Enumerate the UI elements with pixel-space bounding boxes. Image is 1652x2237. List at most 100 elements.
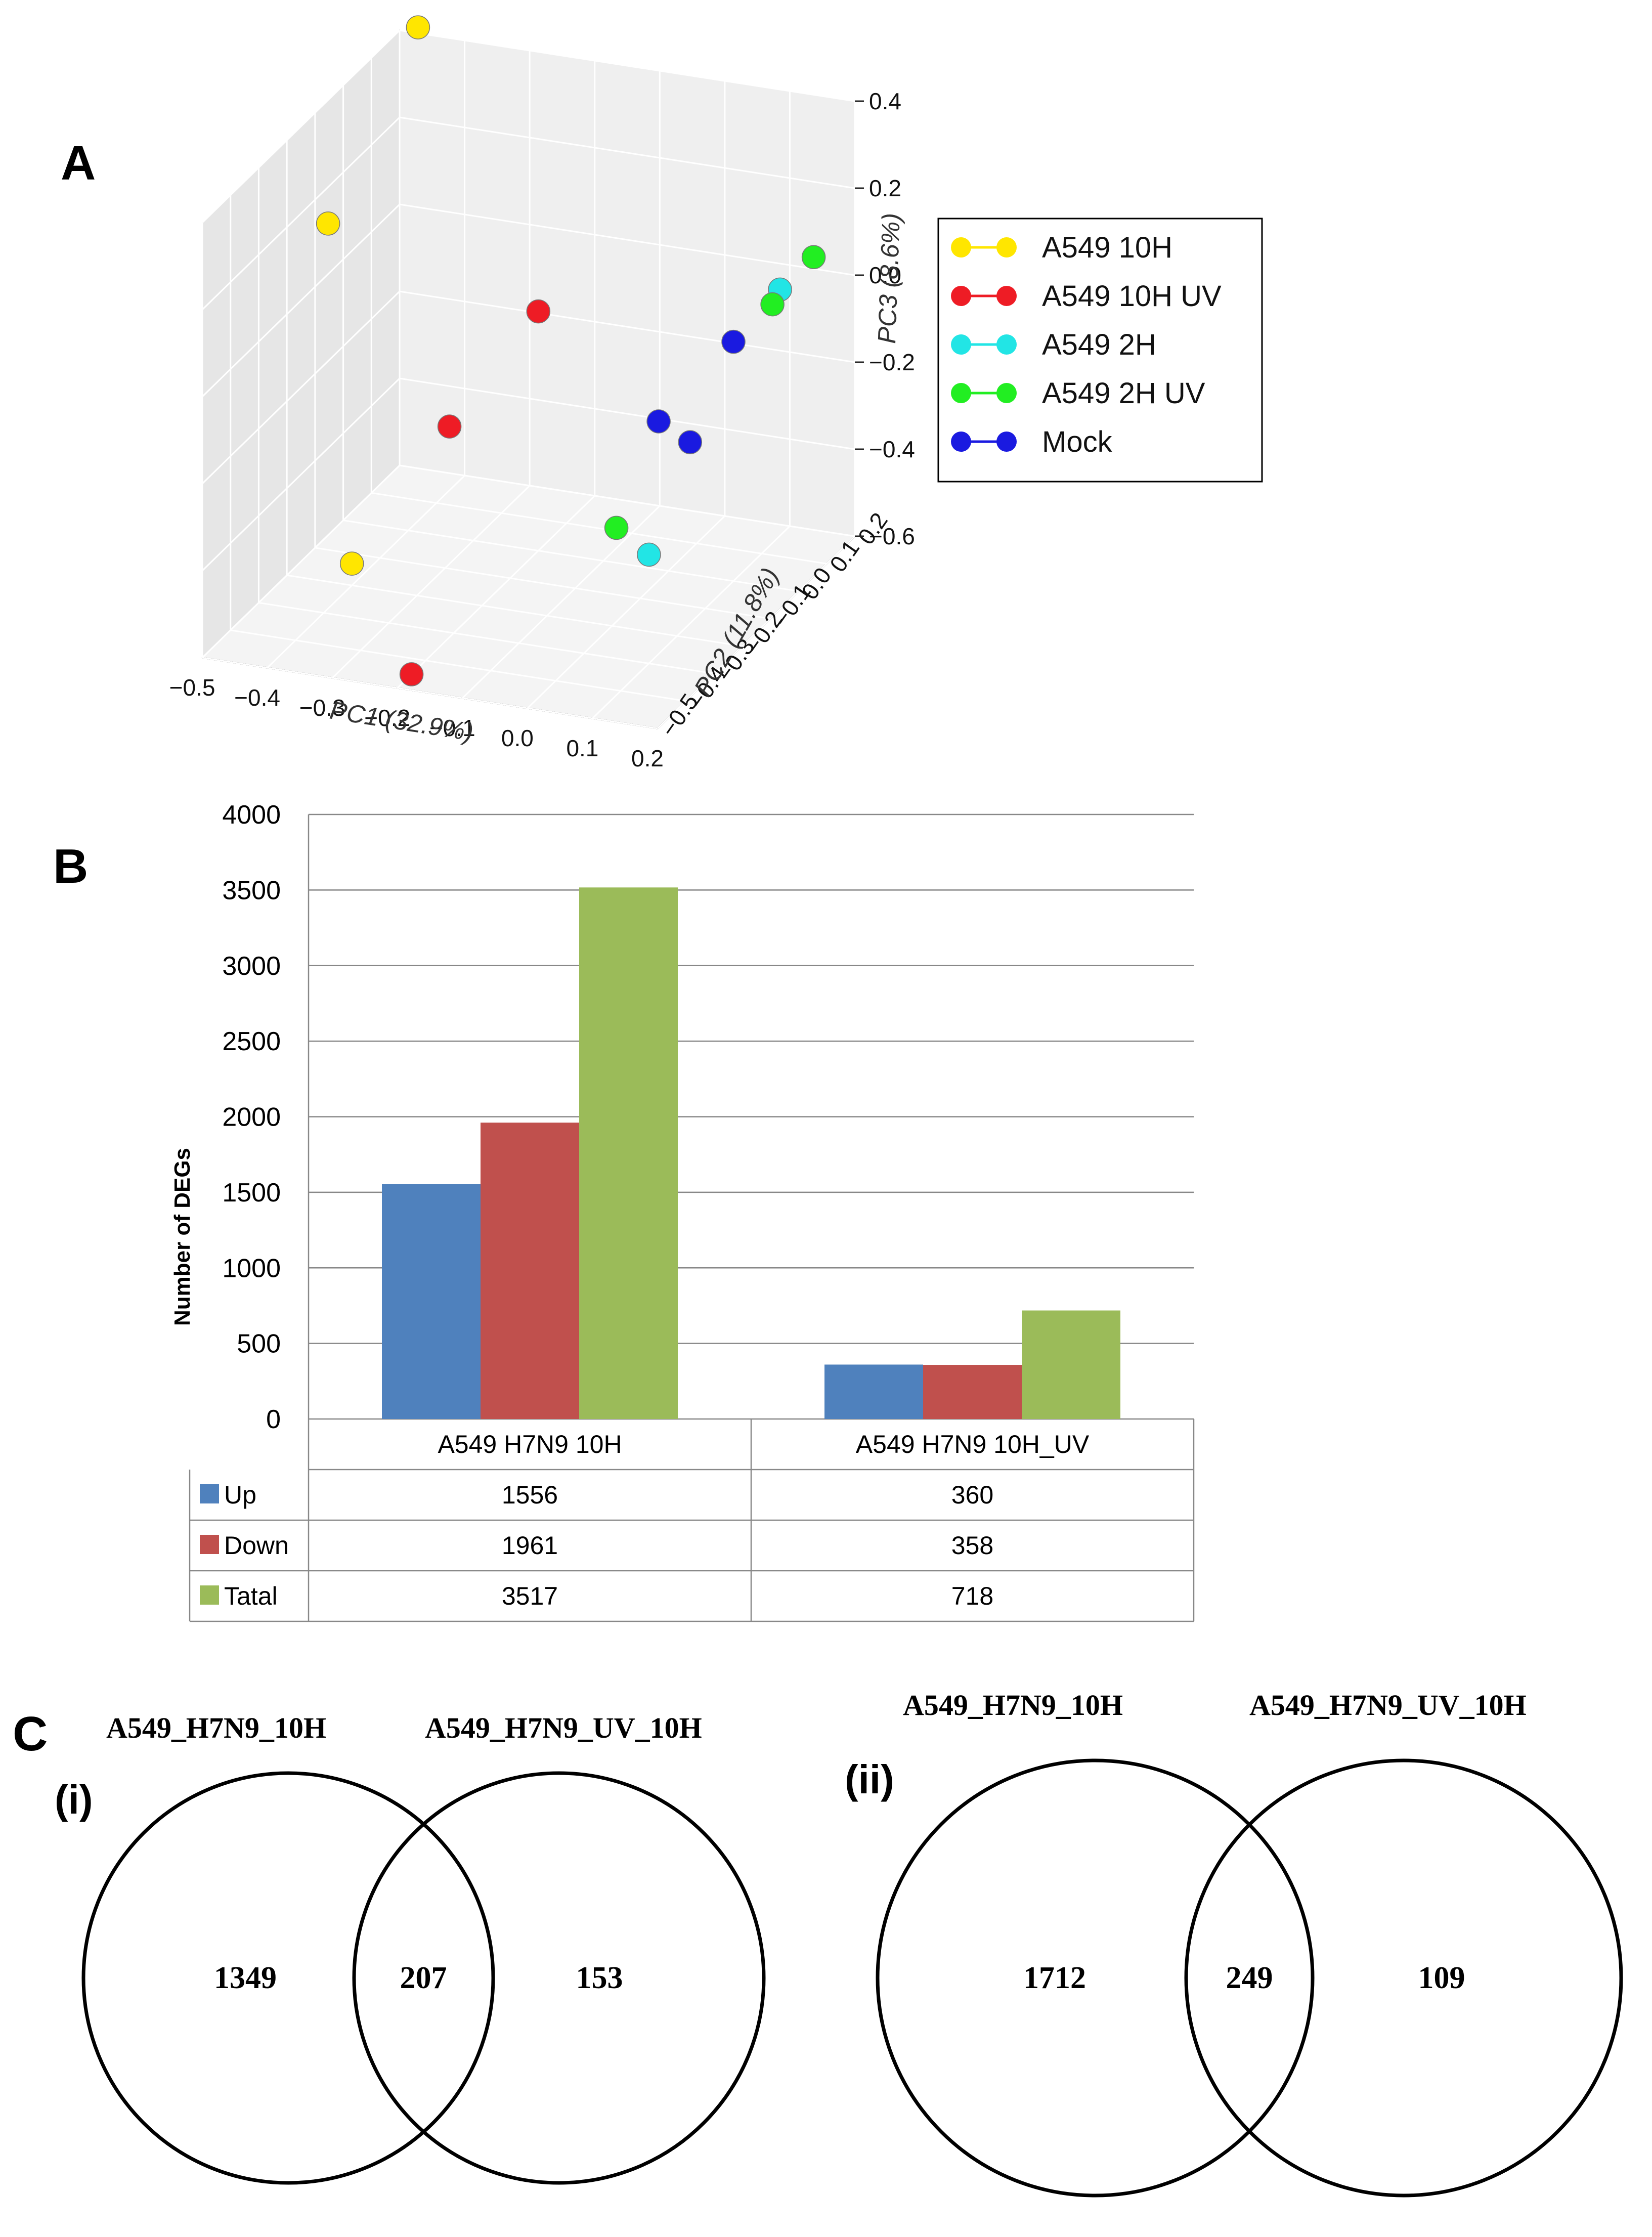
x-tick-label: 0.0 bbox=[501, 725, 534, 751]
x-axis-label: PC1 (32.9%) bbox=[328, 696, 475, 747]
gridline bbox=[201, 203, 401, 398]
table-legend-swatch bbox=[200, 1484, 219, 1503]
x-tick-label: −0.3 bbox=[299, 695, 345, 721]
panel-c-letter: C bbox=[13, 1707, 48, 1761]
table-legend-swatch bbox=[200, 1585, 219, 1605]
data-point bbox=[339, 551, 364, 576]
venn-diagrams: C (i) A549_H7N9_10H A549_H7N9_UV_10H 134… bbox=[13, 1689, 1623, 2198]
z-axis-label: PC3 (8.6%) bbox=[873, 212, 905, 344]
bar bbox=[579, 887, 678, 1419]
legend-swatch-dot bbox=[951, 383, 971, 403]
table-legend-swatch bbox=[200, 1535, 219, 1554]
venn-i-right-count: 153 bbox=[576, 1961, 623, 1995]
gridline bbox=[343, 520, 799, 592]
y-tick-label: 2000 bbox=[222, 1103, 281, 1132]
bar bbox=[824, 1364, 923, 1419]
gridline bbox=[332, 485, 531, 679]
venn-ii-left-count: 1712 bbox=[1023, 1961, 1086, 1995]
legend-swatch-dot bbox=[951, 286, 971, 306]
data-point bbox=[526, 299, 551, 324]
gridline bbox=[399, 116, 855, 189]
gridline bbox=[267, 475, 465, 669]
z-tick-label: 0.4 bbox=[869, 88, 901, 114]
venn-ii-left-title: A549_H7N9_10H bbox=[903, 1689, 1123, 1722]
data-point bbox=[721, 329, 746, 354]
gridline bbox=[399, 377, 855, 450]
bar bbox=[1022, 1310, 1120, 1419]
legend-label: Mock bbox=[1042, 425, 1113, 458]
y-tick-label: 2500 bbox=[222, 1027, 281, 1056]
x-tick-label: 0.2 bbox=[631, 745, 664, 771]
pca-3d-gridlines bbox=[201, 29, 856, 729]
gridline bbox=[258, 601, 714, 674]
venn-ii-right-count: 109 bbox=[1418, 1961, 1465, 1995]
y-tick-label: 4000 bbox=[222, 800, 281, 830]
venn-i-left-count: 1349 bbox=[214, 1961, 277, 1995]
data-point bbox=[801, 245, 826, 270]
table-cell: 1961 bbox=[502, 1531, 558, 1560]
deg-bar-chart: B Number of DEGs 0 500 1000 1500 2000 2500 300… bbox=[53, 800, 1195, 1622]
gridline bbox=[592, 525, 791, 719]
legend-label: A549 10H UV bbox=[1042, 280, 1222, 313]
venn-i-left-circle bbox=[81, 1771, 495, 2185]
gridline bbox=[201, 377, 401, 572]
legend-label: A549 2H UV bbox=[1042, 377, 1205, 410]
y-tick-label: 3000 bbox=[222, 952, 281, 981]
gridline bbox=[201, 116, 401, 311]
bars bbox=[382, 887, 1120, 1419]
gridline bbox=[657, 535, 856, 729]
gridline bbox=[230, 629, 686, 702]
panel-b: B Number of DEGs 0 500 1000 1500 2000 2500 300… bbox=[0, 779, 1652, 1639]
venn-ii-right-title: A549_H7N9_UV_10H bbox=[1249, 1689, 1527, 1722]
y-axis-label: Number of DEGs bbox=[170, 1148, 195, 1326]
y-tick-label: 3500 bbox=[222, 876, 281, 905]
venn-i-right-circle bbox=[352, 1771, 766, 2185]
legend-swatch-dot bbox=[951, 432, 971, 452]
data-point bbox=[406, 15, 430, 39]
x-tick-label: −0.1 bbox=[429, 715, 475, 741]
gridline bbox=[462, 505, 661, 699]
venn-ii-overlap-count: 249 bbox=[1226, 1961, 1273, 1995]
gridline bbox=[397, 495, 595, 689]
gridline bbox=[399, 464, 855, 537]
legend-swatch-dot bbox=[996, 432, 1017, 452]
legend-swatch-dot bbox=[996, 334, 1017, 355]
data-point bbox=[316, 211, 340, 236]
legend-label: A549 10H bbox=[1042, 231, 1172, 264]
gridline bbox=[201, 464, 401, 659]
pca-3d-tick-labels: −0.5 −0.4 −0.3 −0.2 −0.1 0.0 0.1 0.2−0.5−0.4−0.… bbox=[169, 88, 915, 771]
z-tick-label: 0.2 bbox=[869, 175, 901, 201]
gridline bbox=[399, 29, 855, 102]
bar bbox=[923, 1365, 1022, 1419]
y-tick-label: 500 bbox=[237, 1329, 281, 1359]
gridline bbox=[399, 203, 855, 276]
data-point bbox=[678, 430, 703, 454]
table-row-label: Down bbox=[224, 1531, 289, 1560]
table-cell: 3517 bbox=[502, 1582, 558, 1610]
bar bbox=[382, 1184, 481, 1419]
pca-3d-points bbox=[316, 15, 826, 686]
venn-ii-tag: (ii) bbox=[845, 1757, 894, 1802]
pca-3d-axes-box bbox=[201, 29, 856, 729]
legend: A549 10H A549 10H UV A549 2H A549 2H UV Mock bbox=[937, 218, 1263, 483]
data-point bbox=[646, 409, 671, 434]
table-row-label: Tatal bbox=[224, 1582, 278, 1610]
venn-ii-right-circle bbox=[1184, 1758, 1623, 2198]
legend-swatch-dot bbox=[951, 237, 971, 257]
data-table: A549 H7N9 10H A549 H7N9 10H_UV Up 1556 360 Do… bbox=[189, 1419, 1195, 1622]
panel-b-letter: B bbox=[53, 839, 88, 893]
y-tick-labels: 0 500 1000 1500 2000 2500 3000 3500 4000 bbox=[222, 800, 281, 1434]
gridline bbox=[399, 290, 855, 363]
data-point bbox=[760, 292, 785, 317]
data-point bbox=[637, 542, 661, 567]
legend-swatch-dot bbox=[996, 237, 1017, 257]
data-point bbox=[437, 414, 462, 439]
y-tick-label: 0 bbox=[266, 1405, 281, 1434]
z-tick-label: −0.6 bbox=[869, 523, 915, 549]
legend-box bbox=[937, 218, 1263, 483]
y-tick-label: 1500 bbox=[222, 1178, 281, 1208]
venn-ii-left-circle bbox=[876, 1758, 1315, 2198]
table-cell: 1556 bbox=[502, 1481, 558, 1509]
panel-c: C (i) A549_H7N9_10H A549_H7N9_UV_10H 134… bbox=[0, 1639, 1652, 2237]
bar bbox=[481, 1123, 579, 1419]
